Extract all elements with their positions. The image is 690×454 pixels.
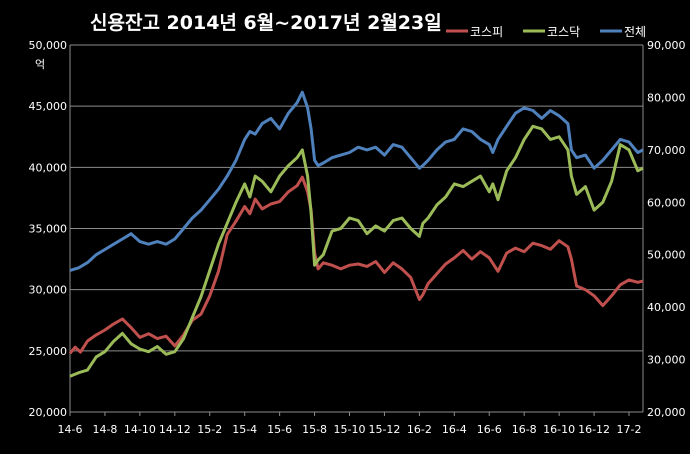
- left-tick-label: 30,000: [29, 284, 68, 297]
- x-tick-label: 16-6: [477, 423, 502, 436]
- x-tick-label: 14-12: [159, 423, 191, 436]
- left-tick-label: 40,000: [29, 161, 68, 174]
- series-line-코스피: [68, 175, 644, 355]
- right-tick-label: 90,000: [647, 39, 686, 52]
- legend-label: 코스닥: [547, 25, 580, 39]
- x-tick-label: 15-6: [267, 423, 292, 436]
- x-tick-label: 14-6: [58, 423, 83, 436]
- x-tick-label: 16-10: [543, 423, 575, 436]
- legend-label: 전체: [624, 25, 646, 39]
- right-tick-label: 80,000: [647, 91, 686, 104]
- x-tick-label: 15-4: [232, 423, 257, 436]
- left-tick-label: 35,000: [29, 223, 68, 236]
- x-tick-label: 15-10: [334, 423, 366, 436]
- right-tick-label: 60,000: [647, 196, 686, 209]
- x-tick-label: 16-2: [407, 423, 432, 436]
- left-axis-ticks: 20,000 25,000 30,000 35,000 40,000 45,000 50,0…: [29, 39, 68, 419]
- unit-label: 억: [35, 58, 45, 71]
- x-tick-label: 14-8: [92, 423, 117, 436]
- x-tick-label: 17-2: [617, 423, 642, 436]
- x-tick-label: 14-10: [124, 423, 156, 436]
- left-tick-label: 25,000: [29, 345, 68, 358]
- right-tick-label: 20,000: [647, 406, 686, 419]
- left-tick-label: 45,000: [29, 100, 68, 113]
- right-tick-label: 50,000: [647, 249, 686, 262]
- legend-label: 코스피: [470, 25, 503, 39]
- x-tick-label: 16-12: [578, 423, 610, 436]
- left-tick-label: 20,000: [29, 406, 68, 419]
- x-tick-label: 15-8: [302, 423, 327, 436]
- right-tick-label: 40,000: [647, 301, 686, 314]
- x-tick-label: 15-12: [368, 423, 400, 436]
- x-tick-label: 16-8: [512, 423, 537, 436]
- chart-title: 신용잔고 2014년 6월~2017년 2월23일: [90, 12, 442, 34]
- x-tick-label: 15-2: [197, 423, 222, 436]
- x-tick-label: 16-4: [442, 423, 467, 436]
- left-tick-label: 50,000: [29, 39, 68, 52]
- series-line-코스닥: [69, 124, 644, 378]
- legend: 코스피 코스닥 전체: [446, 25, 646, 39]
- gridlines: [69, 44, 644, 413]
- series-line-전체: [69, 90, 644, 272]
- right-axis-ticks: 20,000 30,000 40,000 50,000 60,000 70,000 80,0…: [647, 39, 686, 419]
- series-lines: [68, 90, 644, 378]
- x-axis-ticks: 14-6 14-8 14-10 14-12 15-2 15-4 15-6 15-8 15-10 1…: [58, 412, 642, 436]
- right-tick-label: 70,000: [647, 144, 686, 157]
- right-tick-label: 30,000: [647, 354, 686, 367]
